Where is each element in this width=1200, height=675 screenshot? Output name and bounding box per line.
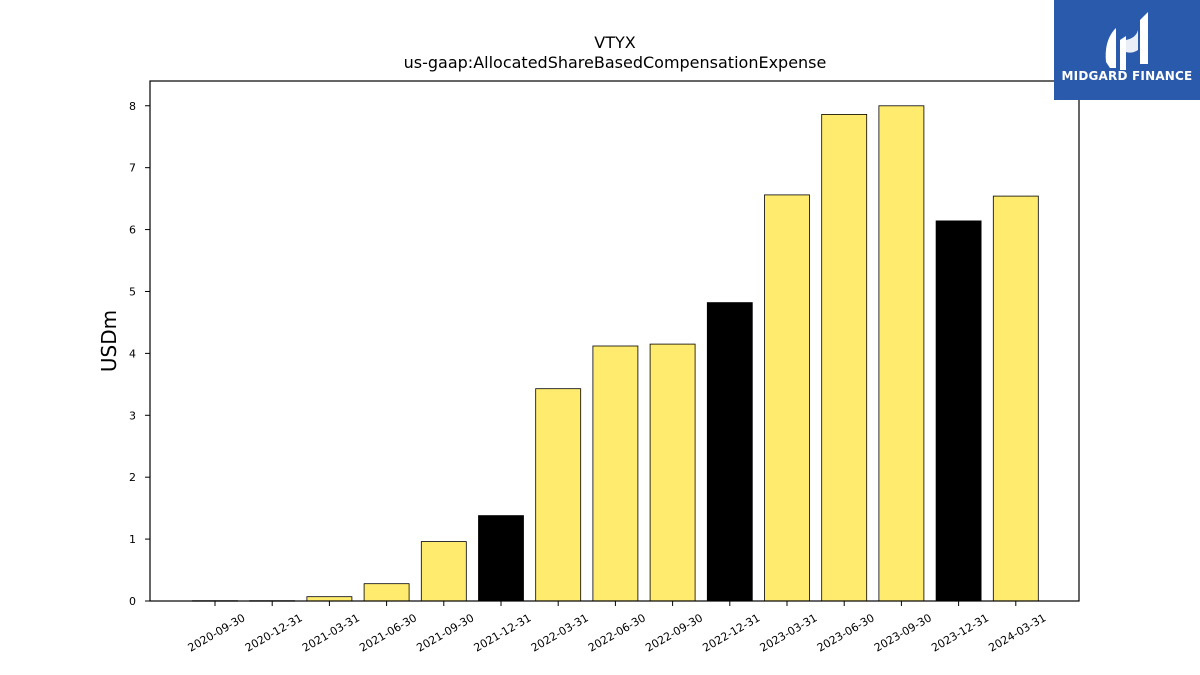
bar-2022-09-30	[649, 343, 696, 602]
y-tick-label: 4	[129, 347, 136, 360]
x-tick-label: 2024-03-31	[986, 611, 1048, 654]
bar-2022-06-30	[592, 345, 639, 602]
x-tick-label: 2021-03-31	[300, 611, 362, 654]
chart-title: VTYX	[594, 33, 635, 52]
x-tick-label: 2021-09-30	[414, 611, 476, 654]
y-tick-label: 5	[129, 285, 136, 298]
x-tick-label: 2021-06-30	[357, 611, 419, 654]
bar-2023-06-30	[821, 114, 868, 602]
x-tick-label: 2020-09-30	[186, 611, 248, 654]
bar-2024-03-31	[992, 195, 1039, 602]
y-tick-label: 7	[129, 162, 136, 175]
x-tick-label: 2020-12-31	[243, 611, 305, 654]
bar-2023-12-31	[935, 220, 982, 602]
x-tick-label: 2023-09-30	[872, 611, 934, 654]
y-tick-label: 6	[129, 224, 136, 237]
y-tick-label: 0	[129, 595, 136, 608]
brand-logo: MIDGARD FINANCE	[1054, 0, 1200, 100]
x-tick-label: 2022-09-30	[643, 611, 705, 654]
x-tick-label: 2023-12-31	[929, 611, 991, 654]
plot-frame	[149, 80, 1080, 602]
x-tick-label: 2023-03-31	[758, 611, 820, 654]
x-tick-label: 2021-12-31	[472, 611, 534, 654]
y-tick-label: 1	[129, 533, 136, 546]
x-tick-label: 2022-06-30	[586, 611, 648, 654]
x-tick-label: 2023-06-30	[815, 611, 877, 654]
bar-2021-09-30	[420, 541, 467, 602]
logo-mark-icon	[1105, 12, 1148, 70]
y-ticks-group: 0 1 2 3 4 5 6 7 8	[129, 100, 150, 608]
bar-2022-03-31	[535, 388, 582, 602]
x-tick-label: 2022-12-31	[700, 611, 762, 654]
bar-2021-06-30	[363, 583, 410, 602]
logo-text: MIDGARD FINANCE	[1061, 69, 1193, 83]
y-axis-label: USDm	[97, 310, 121, 372]
bar-2021-12-31	[478, 515, 524, 602]
bars-group	[192, 105, 1039, 602]
bar-2023-09-30	[878, 105, 925, 602]
bar-2022-12-31	[706, 302, 753, 602]
y-tick-label: 2	[129, 471, 136, 484]
y-tick-label: 3	[129, 409, 136, 422]
bar-2023-03-31	[764, 194, 810, 602]
y-tick-label: 8	[129, 100, 136, 113]
bar-2021-03-31	[306, 596, 353, 602]
chart-subtitle: us-gaap:AllocatedShareBasedCompensationE…	[404, 53, 827, 72]
x-ticks-group: 2020-09-302020-12-312021-03-312021-06-30…	[186, 601, 1048, 655]
x-tick-label: 2022-03-31	[529, 611, 591, 654]
